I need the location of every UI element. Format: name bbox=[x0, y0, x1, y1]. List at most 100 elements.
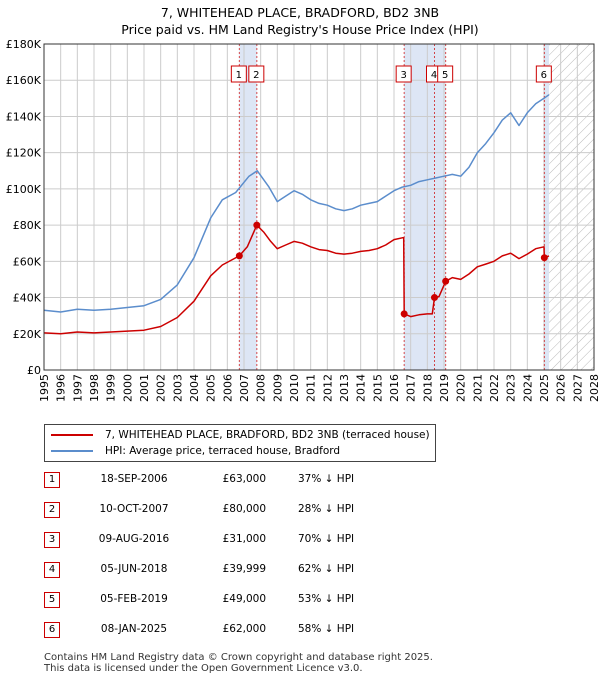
future-hatch bbox=[549, 44, 594, 370]
sale-price: £62,000 bbox=[222, 623, 266, 635]
legend-blue-line bbox=[51, 450, 93, 452]
footer: Contains HM Land Registry data © Crown c… bbox=[44, 652, 433, 674]
x-tick-label: 2003 bbox=[171, 374, 184, 402]
x-tick-label: 2008 bbox=[255, 374, 268, 402]
sale-date: 09-AUG-2016 bbox=[98, 533, 170, 545]
y-tick-label: £120K bbox=[6, 147, 42, 160]
sale-point bbox=[400, 310, 408, 318]
x-tick-label: 1997 bbox=[71, 374, 84, 402]
x-tick-label: 2019 bbox=[438, 374, 451, 402]
x-tick-label: 2020 bbox=[455, 374, 468, 402]
x-tick-label: 2024 bbox=[521, 374, 534, 402]
sale-marker: 2 bbox=[44, 502, 60, 518]
sale-row: 1 18-SEP-2006 £63,000 37% ↓ HPI bbox=[44, 472, 464, 488]
sale-number-box bbox=[437, 65, 454, 83]
x-tick-label: 2022 bbox=[488, 374, 501, 402]
sale-price: £49,000 bbox=[222, 593, 266, 605]
sale-date: 05-FEB-2019 bbox=[100, 593, 168, 605]
x-tick-label: 2027 bbox=[571, 374, 584, 402]
sale-row: 3 09-AUG-2016 £31,000 70% ↓ HPI bbox=[44, 532, 464, 548]
y-tick-label: £40K bbox=[13, 292, 42, 305]
footer-licence: This data is licensed under the Open Gov… bbox=[44, 663, 363, 674]
title-line-1: 7, WHITEHEAD PLACE, BRADFORD, BD2 3NB bbox=[160, 5, 440, 20]
x-tick-label: 2028 bbox=[588, 374, 600, 402]
plot-frame bbox=[43, 43, 595, 371]
sale-number-box bbox=[248, 65, 265, 83]
sale-number-label: 2 bbox=[253, 70, 259, 81]
y-tick-label: £80K bbox=[13, 219, 42, 232]
sale-row: 5 05-FEB-2019 £49,000 53% ↓ HPI bbox=[44, 592, 464, 608]
x-tick-label: 2006 bbox=[221, 374, 234, 402]
x-tick-label: 2016 bbox=[388, 374, 401, 402]
sale-date: 10-OCT-2007 bbox=[99, 503, 169, 515]
sale-point bbox=[540, 254, 548, 262]
x-tick-label: 2001 bbox=[138, 374, 151, 402]
sale-row: 6 08-JAN-2025 £62,000 58% ↓ HPI bbox=[44, 622, 464, 638]
sale-marker: 4 bbox=[44, 562, 60, 578]
x-tick-label: 2010 bbox=[288, 374, 301, 402]
x-tick-label: 2025 bbox=[538, 374, 551, 402]
sale-number-label: 4 bbox=[431, 70, 437, 81]
sale-number-label: 1 bbox=[236, 70, 242, 81]
sale-price: £31,000 bbox=[222, 533, 266, 545]
sale-point bbox=[235, 252, 243, 260]
legend-item-hpi: HPI: Average price, terraced house, Brad… bbox=[51, 443, 340, 459]
sale-marker: 1 bbox=[44, 472, 60, 488]
price-paid-line bbox=[43, 224, 550, 335]
sale-hpi-diff: 70% ↓ HPI bbox=[298, 533, 355, 545]
legend-red-line bbox=[51, 434, 93, 436]
sale-date: 18-SEP-2006 bbox=[100, 473, 168, 485]
sale-number-box bbox=[535, 65, 552, 83]
y-tick-label: £100K bbox=[6, 183, 42, 196]
x-tick-label: 1995 bbox=[38, 374, 51, 402]
sale-marker: 6 bbox=[44, 622, 60, 638]
x-tick-label: 2013 bbox=[338, 374, 351, 402]
y-tick-label: £160K bbox=[6, 74, 42, 87]
sale-hpi-diff: 62% ↓ HPI bbox=[298, 563, 355, 575]
x-tick-label: 1996 bbox=[55, 374, 68, 402]
x-tick-label: 2004 bbox=[188, 374, 201, 402]
sale-hpi-diff: 53% ↓ HPI bbox=[298, 593, 355, 605]
sale-date: 05-JUN-2018 bbox=[100, 563, 168, 575]
legend-label-property: 7, WHITEHEAD PLACE, BRADFORD, BD2 3NB (t… bbox=[105, 429, 430, 441]
sale-number-label: 6 bbox=[541, 70, 547, 81]
legend-item-property: 7, WHITEHEAD PLACE, BRADFORD, BD2 3NB (t… bbox=[51, 427, 430, 443]
chart-title: 7, WHITEHEAD PLACE, BRADFORD, BD2 3NB Pr… bbox=[0, 4, 600, 38]
sale-number-label: 5 bbox=[442, 70, 448, 81]
x-tick-label: 2012 bbox=[321, 374, 334, 402]
sale-hpi-diff: 28% ↓ HPI bbox=[298, 503, 355, 515]
x-tick-label: 2017 bbox=[405, 374, 418, 402]
legend-label-hpi: HPI: Average price, terraced house, Brad… bbox=[105, 445, 341, 457]
sale-hpi-diff: 58% ↓ HPI bbox=[298, 623, 355, 635]
x-tick-label: 2026 bbox=[555, 374, 568, 402]
sale-marker: 3 bbox=[44, 532, 60, 548]
sale-marker: 5 bbox=[44, 592, 60, 608]
y-tick-label: £20K bbox=[13, 328, 42, 341]
sale-price: £80,000 bbox=[222, 503, 266, 515]
x-tick-label: 2021 bbox=[471, 374, 484, 402]
x-tick-label: 2007 bbox=[238, 374, 251, 402]
y-tick-label: £180K bbox=[6, 38, 42, 51]
x-tick-label: 2002 bbox=[155, 374, 168, 402]
sale-number-box bbox=[395, 65, 412, 83]
x-tick-label: 1998 bbox=[88, 374, 101, 402]
title-line-2: Price paid vs. HM Land Registry's House … bbox=[121, 22, 479, 37]
sale-number-label: 3 bbox=[400, 70, 406, 81]
sale-row: 2 10-OCT-2007 £80,000 28% ↓ HPI bbox=[44, 502, 464, 518]
x-tick-label: 2014 bbox=[355, 374, 368, 402]
footer-copyright: Contains HM Land Registry data © Crown c… bbox=[44, 652, 433, 663]
x-tick-label: 1999 bbox=[105, 374, 118, 402]
x-tick-label: 2005 bbox=[205, 374, 218, 402]
sale-row: 4 05-JUN-2018 £39,999 62% ↓ HPI bbox=[44, 562, 464, 578]
sale-period-shade bbox=[544, 44, 549, 370]
x-tick-label: 2000 bbox=[121, 374, 134, 402]
sale-period-shade bbox=[239, 44, 257, 370]
x-tick-label: 2015 bbox=[371, 374, 384, 402]
sale-point bbox=[253, 221, 261, 229]
y-tick-label: £60K bbox=[13, 255, 42, 268]
chart-legend: 7, WHITEHEAD PLACE, BRADFORD, BD2 3NB (t… bbox=[44, 424, 436, 462]
x-tick-label: 2018 bbox=[421, 374, 434, 402]
sale-point bbox=[431, 294, 438, 302]
sale-number-box bbox=[230, 65, 247, 83]
